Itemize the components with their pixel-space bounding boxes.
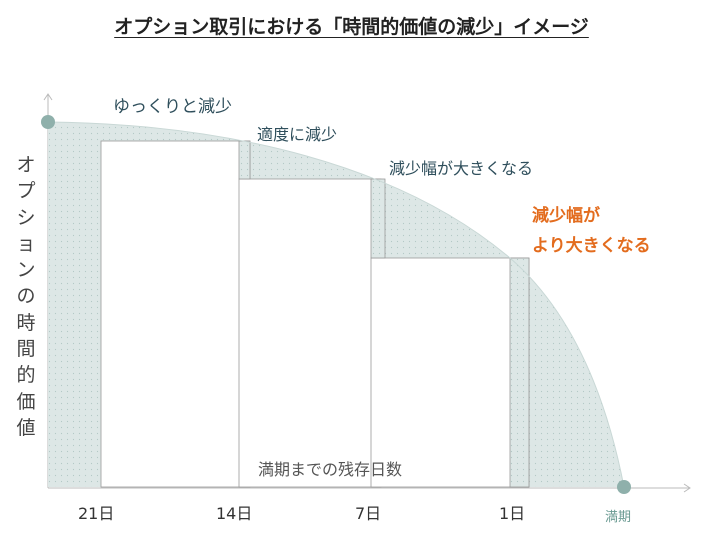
y-axis-label: オプションの時間的価値 — [16, 154, 36, 439]
x-tick-14d: 14日 — [216, 504, 253, 523]
annotation-slow: ゆっくりと減少 — [113, 97, 232, 117]
decrease-slice-14d — [238, 140, 251, 180]
decrease-slice-1d — [509, 257, 530, 488]
x-axis-arrow — [683, 483, 691, 493]
x-tick-7d: 7日 — [355, 504, 382, 523]
decrease-slice-7d — [370, 178, 386, 259]
x-axis-label: 満期までの残存日数 — [258, 460, 403, 479]
page-title: オプション取引における「時間的価値の減少」イメージ — [114, 16, 589, 38]
annotation-larger: 減少幅が大きくなる — [389, 159, 534, 178]
value-block-7d — [370, 257, 530, 488]
x-tick-1d: 1日 — [499, 504, 526, 523]
x-tick-expiry: 満期 — [605, 510, 632, 525]
expiry-marker — [617, 480, 631, 494]
y-axis-arrow — [43, 93, 53, 101]
annotation-largest-line1: 減少幅が — [532, 206, 600, 226]
time-value-curve — [47, 121, 625, 488]
start-marker — [41, 115, 55, 129]
x-tick-21d: 21日 — [78, 504, 115, 523]
annotation-moderate: 適度に減少 — [257, 125, 338, 144]
value-block-21d — [100, 140, 251, 488]
value-block-14d — [238, 178, 382, 488]
annotation-largest-line2: より大きくなる — [532, 236, 651, 256]
